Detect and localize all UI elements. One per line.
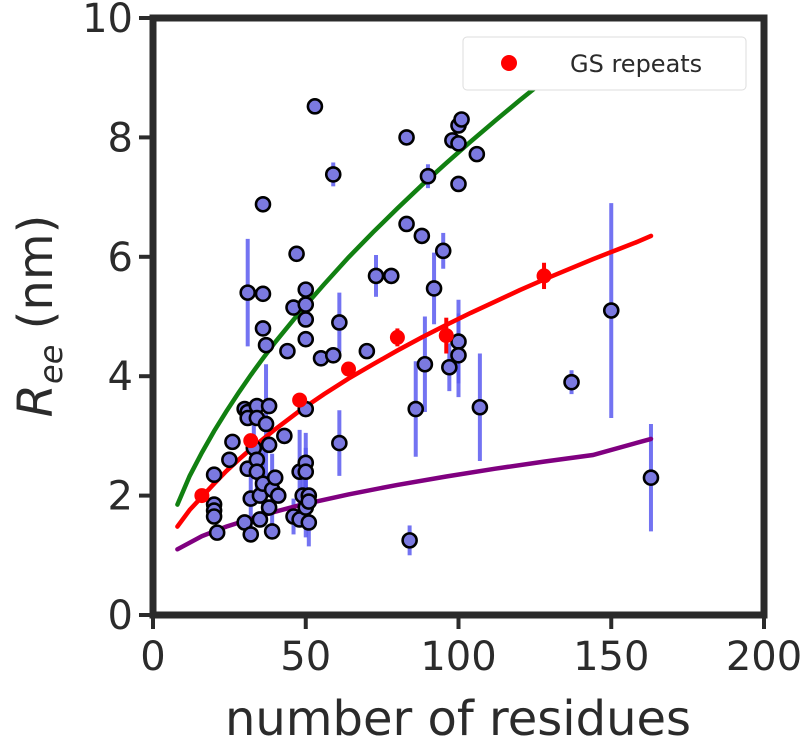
y-tick-label: 6 — [108, 235, 133, 281]
green-fit-curve — [175, 54, 577, 507]
data-point — [254, 285, 272, 303]
purple-fit-curve — [175, 436, 654, 552]
data-point — [434, 242, 452, 260]
data-point — [331, 434, 348, 452]
data-point — [300, 514, 318, 531]
y-tick-label: 0 — [108, 593, 133, 639]
data-point — [450, 135, 467, 152]
plot-area — [175, 54, 660, 556]
data-point — [468, 145, 486, 163]
data-point — [642, 469, 660, 486]
data-point — [260, 397, 278, 415]
data-point — [205, 508, 223, 525]
x-tick-label: 50 — [280, 634, 331, 680]
data-point — [257, 415, 275, 433]
plot-frame — [149, 14, 768, 619]
data-point — [242, 526, 260, 543]
data-point — [224, 433, 241, 451]
data-point — [263, 523, 281, 540]
data-point — [367, 267, 385, 285]
data-point — [297, 463, 315, 481]
gs-repeat-point — [194, 488, 210, 504]
x-tick-label: 100 — [420, 634, 496, 680]
data-point — [324, 166, 342, 183]
x-tick-label: 0 — [140, 634, 165, 680]
data-point — [297, 281, 315, 298]
data-point — [398, 129, 415, 146]
data-point — [602, 302, 620, 319]
data-point — [450, 175, 467, 193]
data-point — [398, 215, 415, 233]
y-axis-title-subscript: ee — [32, 345, 70, 384]
data-point — [269, 487, 287, 504]
data-point — [324, 347, 342, 364]
gs-fit-curve — [175, 233, 654, 529]
data-point — [279, 342, 296, 360]
data-point — [441, 358, 458, 376]
data-point — [407, 400, 425, 418]
y-tick-label: 10 — [82, 0, 133, 42]
legend: GS repeats — [462, 36, 747, 91]
data-point — [288, 245, 305, 263]
x-tick-label: 200 — [726, 634, 802, 680]
data-point — [471, 398, 489, 416]
x-axis-title: number of residues — [225, 691, 691, 742]
data-point — [257, 336, 275, 354]
gs-repeat-point — [438, 328, 454, 344]
data-point — [297, 311, 315, 328]
gs-repeat-point — [389, 329, 405, 345]
data-point — [239, 284, 257, 301]
y-tick-label: 2 — [108, 474, 133, 520]
data-point — [254, 195, 272, 213]
data-point — [382, 267, 400, 285]
data-point — [251, 511, 269, 528]
gs-repeat-point — [536, 268, 552, 284]
data-point — [260, 436, 278, 454]
y-tick-label: 8 — [108, 115, 133, 161]
data-point — [300, 493, 318, 510]
data-point — [266, 469, 284, 486]
data-point — [208, 524, 226, 541]
data-point — [413, 227, 431, 245]
y-axis-title-unit: (nm) — [8, 215, 64, 345]
x-tick-label: 150 — [573, 634, 649, 680]
gs-repeat-point — [341, 361, 357, 377]
data-point — [419, 167, 437, 185]
gs-repeat-point — [243, 433, 259, 449]
data-point — [453, 111, 470, 128]
data-point — [425, 280, 443, 297]
data-point — [450, 347, 467, 364]
data-point — [563, 373, 580, 391]
data-point — [306, 98, 324, 115]
y-tick-label: 4 — [108, 354, 133, 400]
data-point — [254, 320, 272, 337]
data-point — [205, 466, 223, 484]
data-point — [297, 330, 315, 348]
data-point — [221, 451, 238, 469]
legend-label-gs-repeats: GS repeats — [570, 50, 702, 78]
legend-marker-gs-repeats — [501, 55, 517, 71]
data-point — [358, 342, 376, 360]
data-point — [331, 314, 348, 331]
gs-repeat-point — [292, 392, 308, 408]
data-point — [401, 532, 418, 549]
axis-ticks: 0 50 100 150 200 0 2 4 6 8 10 — [82, 0, 802, 680]
data-point — [260, 499, 278, 516]
y-axis-title-main: R — [8, 384, 64, 417]
data-point — [297, 296, 315, 313]
data-point — [276, 427, 293, 445]
data-point — [416, 355, 434, 373]
legend-box — [462, 36, 747, 91]
y-axis-title: Ree (nm) — [8, 215, 70, 418]
